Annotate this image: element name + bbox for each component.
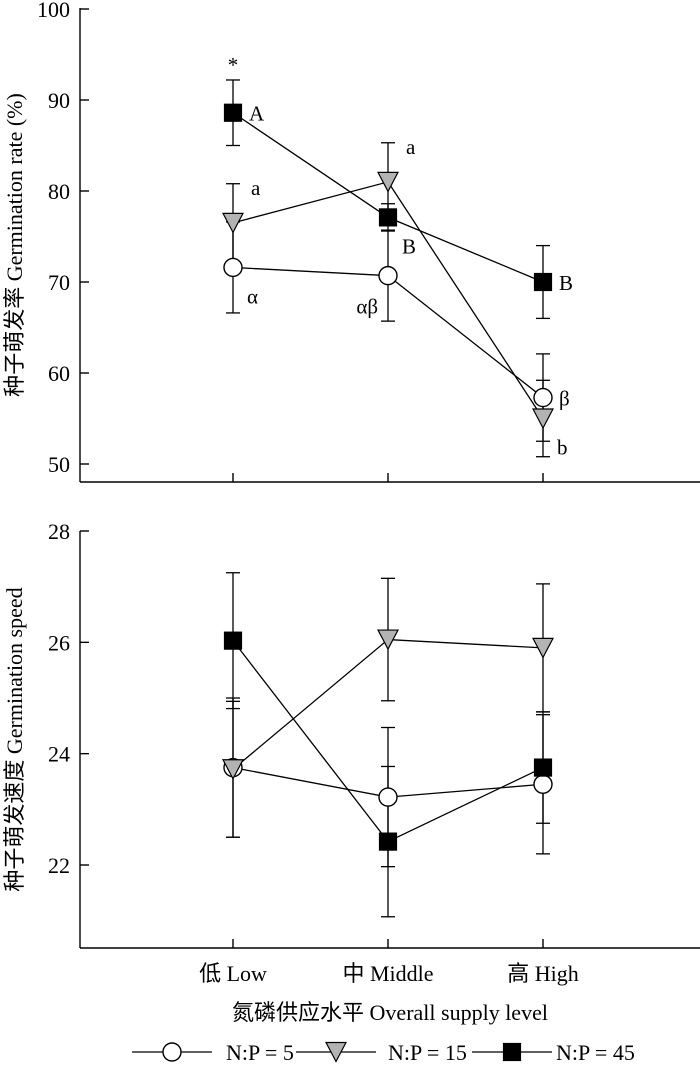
significance-label: b [557,436,568,460]
x-tick-label: 低 Low [199,961,267,986]
legend-label: N:P = 5 [226,1040,294,1065]
data-point-triangle [532,637,554,659]
chart-panel-bottom: 22 24 26 28 种子萌发速度 Germination speed 低 Low 中 M… [2,519,700,1025]
y-tick-label: 60 [48,361,70,386]
significance-label: B [402,234,416,258]
y-axis-label: 种子萌发速度 Germination speed [2,587,27,891]
data-point-circle [378,787,398,807]
y-tick-label: 28 [48,519,70,544]
data-point-triangle [222,212,244,234]
data-point-triangle [532,408,554,430]
y-tick-label: 22 [48,853,70,878]
significance-label: a [406,135,416,159]
x-axis-label: 氮磷供应水平 Overall supply level [232,1000,548,1025]
legend-label: N:P = 45 [556,1040,635,1065]
y-tick-label: 24 [48,742,70,767]
data-point-circle [533,774,553,794]
data-point-triangle [377,171,399,193]
legend-item-circle: N:P = 5 [132,1040,294,1065]
chart-panel-top: 50 60 70 80 90 100 种子萌发率 Germination rate (%) *… [2,0,700,483]
x-tick-label: 中 Middle [342,961,433,986]
legend: N:P = 5 N:P = 15 N:P = 45 [132,1040,635,1065]
y-tick-label: 70 [48,270,70,295]
data-point-square [378,208,398,227]
significance-label: a [251,176,261,200]
legend-label: N:P = 15 [388,1040,467,1065]
y-tick-label: 100 [37,0,70,22]
data-point-circle [223,257,243,278]
data-point-triangle [377,629,399,651]
significance-label: αβ [356,295,378,319]
data-point-square [533,272,553,292]
data-point-triangle [222,759,244,781]
data-point-square [223,103,243,122]
y-tick-label: 80 [48,179,70,204]
x-tick-label: 高 High [507,961,579,986]
y-axis-label: 种子萌发率 Germination rate (%) [2,93,27,397]
significance-label: B [559,271,573,295]
data-point-square [378,832,398,851]
y-tick-label: 90 [48,88,70,113]
series-circle [226,221,550,442]
significance-label: α [247,284,258,308]
legend-marker-square [502,1042,522,1062]
legend-marker-circle [162,1042,182,1062]
significance-label: β [559,387,570,411]
significance-label: A [249,102,265,126]
legend-item-triangle: N:P = 15 [296,1040,467,1065]
legend-marker-triangle [325,1041,347,1063]
y-tick-label: 50 [48,452,70,477]
data-point-circle [378,265,398,286]
data-point-circle [533,387,553,408]
data-point-square [533,758,553,777]
y-tick-label: 26 [48,630,70,655]
legend-item-square: N:P = 45 [472,1040,635,1065]
significance-label: * [228,53,239,77]
data-point-square [223,631,243,650]
